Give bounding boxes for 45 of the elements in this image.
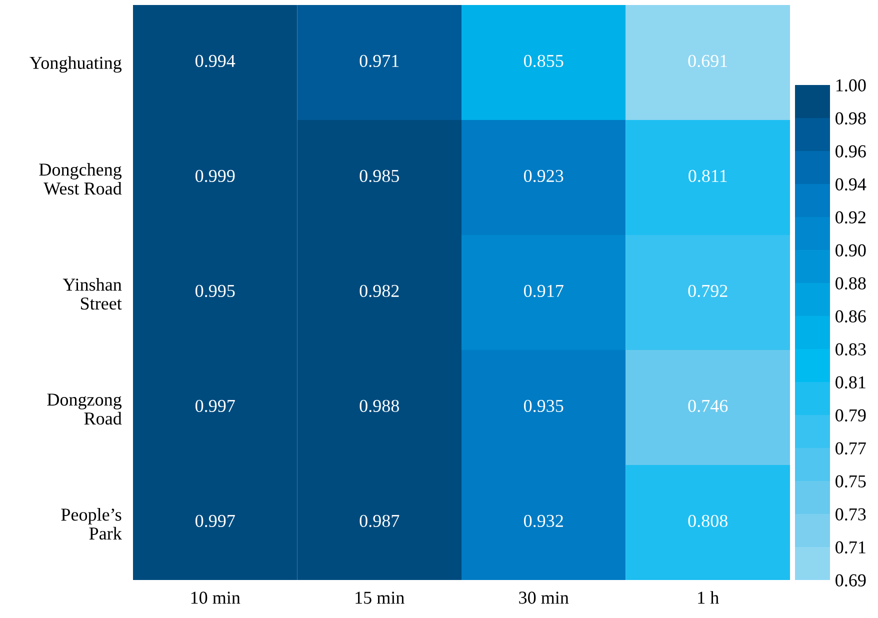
data-label: 0.971 [360, 54, 399, 68]
y-tick-label: People’s Park [61, 508, 122, 540]
color-bar-label: 0.77 [836, 442, 866, 455]
color-bar-label: 0.96 [836, 145, 866, 158]
color-bar-label: 0.88 [836, 277, 866, 290]
x-tick-label: 30 min [519, 592, 569, 604]
data-label: 0.987 [360, 514, 400, 528]
color-bar-label: 0.98 [836, 112, 866, 125]
y-tick-label: Dongcheng West Road [39, 163, 122, 195]
data-label: 0.917 [524, 284, 564, 298]
x-tick-label: 15 min [356, 592, 404, 604]
color-bar-label: 0.94 [836, 178, 866, 191]
data-label: 0.982 [360, 284, 399, 298]
data-label: 0.855 [524, 54, 564, 68]
data-label: 0.995 [196, 284, 235, 298]
data-label: 0.792 [688, 284, 728, 298]
color-bar-label: 0.71 [836, 541, 866, 554]
data-label: 0.997 [196, 514, 235, 528]
y-tick-label: Dongzong Road [47, 394, 122, 425]
color-bar-label: 0.69 [836, 574, 866, 587]
x-tick-label: 10 min [191, 592, 240, 604]
data-label: 0.923 [524, 170, 564, 182]
data-label: 0.994 [196, 54, 236, 68]
y-tick-label: Yinshan Street [62, 278, 122, 310]
data-label: 0.691 [688, 54, 728, 68]
color-bar-label: 0.81 [836, 376, 866, 389]
x-tick-label: 1 h [698, 591, 719, 604]
color-bar-label: 1.00 [836, 79, 866, 92]
y-tick-label: Yonghuating [30, 56, 122, 73]
data-label: 0.808 [688, 514, 728, 528]
data-label: 0.746 [688, 400, 728, 412]
color-bar-label: 0.92 [836, 211, 866, 224]
data-label: 0.935 [524, 400, 564, 412]
color-bar-label: 0.79 [836, 409, 866, 422]
color-bar-label: 0.83 [836, 343, 866, 356]
color-bar-label: 0.86 [836, 310, 866, 323]
data-label: 0.999 [196, 170, 235, 182]
color-bar-label: 0.75 [836, 475, 866, 488]
data-label: 0.985 [360, 170, 399, 182]
color-bar-label: 0.90 [836, 244, 866, 257]
data-label: 0.988 [360, 400, 399, 412]
data-label: 0.932 [524, 514, 563, 528]
data-label: 0.811 [688, 170, 727, 182]
data-label: 0.997 [196, 400, 235, 412]
color-bar-label: 0.73 [836, 508, 866, 521]
